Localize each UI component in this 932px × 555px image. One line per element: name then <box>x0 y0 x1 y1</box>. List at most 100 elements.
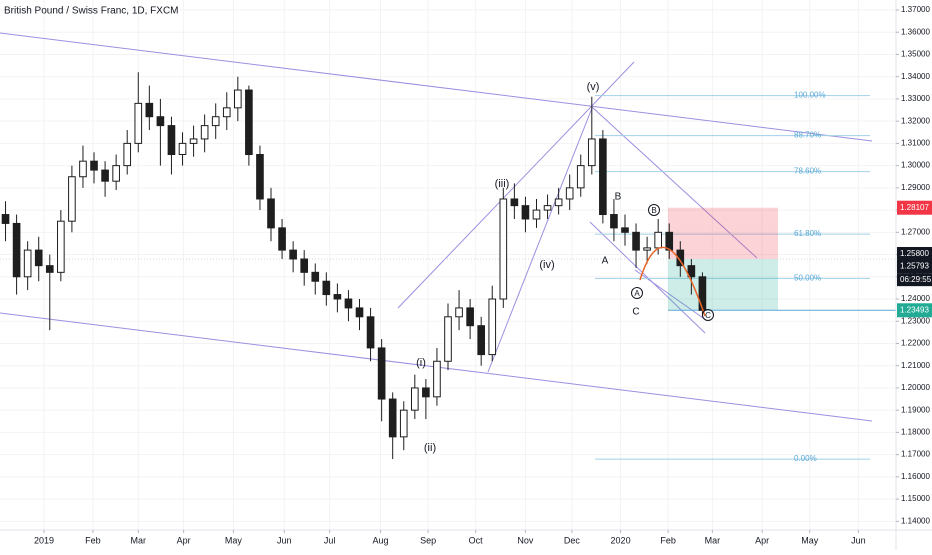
candle-body <box>344 298 353 309</box>
fibonacci: 100.00% 88.70% 78.60% 61.80% 50.00% 0.00% <box>595 91 870 463</box>
candle-body <box>388 398 397 438</box>
y-tick-label: 1.35000 <box>901 50 930 59</box>
candle-body <box>654 231 662 249</box>
candle-body <box>643 247 651 251</box>
price-label-bg <box>897 200 932 215</box>
candle-body <box>101 169 109 182</box>
wave-label: (i) <box>416 357 426 369</box>
candle-body <box>234 89 242 109</box>
y-tick-label: 1.27000 <box>901 227 930 236</box>
wave-label: A <box>602 256 609 267</box>
wave-channel-line <box>591 106 758 259</box>
candles <box>1 72 707 460</box>
y-tick-label: 1.21000 <box>901 361 930 370</box>
candle-body <box>178 142 187 156</box>
wave-channel-line <box>487 107 593 373</box>
y-tick-label: 1.37000 <box>901 5 930 14</box>
candle-body <box>687 265 696 278</box>
fib-label: 78.60% <box>794 167 821 176</box>
candle-body <box>12 222 21 278</box>
x-tick-label: Jul <box>324 535 336 545</box>
wave-label: (iii) <box>495 178 510 190</box>
price-label: 1.25793 <box>900 261 929 270</box>
axes: 1.37000 1.36000 1.35000 1.34000 1.33000 1.320… <box>34 5 932 545</box>
candle-body <box>676 249 685 267</box>
y-tick-label: 1.32000 <box>901 116 930 125</box>
candle-body <box>543 205 552 211</box>
candle-body <box>355 307 364 318</box>
candle-body <box>112 165 120 182</box>
target-zone <box>668 258 778 311</box>
x-tick-label: Nov <box>517 535 534 545</box>
candle-body <box>399 409 408 438</box>
candle-body <box>45 265 54 273</box>
x-tick-label: Mar <box>705 535 721 545</box>
x-tick-label: May <box>225 535 243 545</box>
x-tick-label: Jun <box>851 535 866 545</box>
candle-body <box>466 307 474 327</box>
wave-label: (v) <box>587 81 600 93</box>
channel-top <box>0 32 873 142</box>
position-tool <box>0 207 896 311</box>
wave-label: A <box>634 289 640 298</box>
circle <box>702 309 714 321</box>
candle-body <box>532 209 541 220</box>
candle-body <box>488 298 497 356</box>
price-label: 1.25800 <box>900 249 929 258</box>
candle-body <box>123 142 132 167</box>
fib-label: 0.00% <box>794 454 817 463</box>
y-tick-label: 1.15000 <box>901 494 930 503</box>
candle-body <box>23 249 32 278</box>
circle <box>631 287 643 299</box>
x-tick-label: Feb <box>85 535 101 545</box>
price-label-bg <box>897 303 932 318</box>
candle-body <box>156 116 165 127</box>
wave-label: (ii) <box>424 442 436 454</box>
x-tick-label: 2020 <box>611 535 631 545</box>
candle-body <box>134 102 143 144</box>
candle-body <box>621 227 629 233</box>
y-tick-label: 1.16000 <box>901 472 930 481</box>
y-tick-label: 1.20000 <box>901 383 930 392</box>
projection-arrow <box>639 246 706 317</box>
candle-body <box>278 227 286 251</box>
candle-body <box>433 360 441 398</box>
price-label: 1.23493 <box>900 305 929 314</box>
x-tick-label: 2019 <box>34 535 54 545</box>
candle-body <box>34 249 43 267</box>
wave-label: C <box>632 307 639 318</box>
candle-body <box>632 231 640 251</box>
candle-body <box>322 280 331 296</box>
candle-body <box>289 249 297 260</box>
x-tick-label: Apr <box>755 535 769 545</box>
candle-body <box>211 116 220 127</box>
candle-body <box>477 325 486 356</box>
wave-labels: (v) (iii) (iv) (i) (ii) B A C A B C <box>416 81 714 454</box>
y-tick-label: 1.14000 <box>901 516 930 525</box>
candle-body <box>245 89 253 156</box>
fib-label: 100.00% <box>794 91 826 100</box>
price-label-bg <box>897 259 932 274</box>
candle-body <box>422 387 430 398</box>
candle-body <box>444 316 452 362</box>
candle-body <box>521 205 530 220</box>
x-tick-label: May <box>801 535 819 545</box>
candle-body <box>587 138 596 167</box>
x-tick-label: Oct <box>469 535 484 545</box>
wave-channel-line <box>397 61 635 309</box>
chart-title: British Pound / Swiss Franc, 1D, FXCM <box>4 6 179 17</box>
y-tick-label: 1.19000 <box>901 405 930 414</box>
candle-body <box>377 347 386 400</box>
candle-body <box>222 107 231 118</box>
candle-body <box>366 316 375 349</box>
y-tick-label: 1.18000 <box>901 428 930 437</box>
price-label: 1.28107 <box>900 203 929 212</box>
price-label-bg <box>897 246 932 261</box>
stop-zone <box>668 207 778 259</box>
candle-body <box>256 154 264 200</box>
y-tick-label: 1.36000 <box>901 27 930 36</box>
countdown-bg <box>897 273 932 287</box>
x-tick-label: Feb <box>660 535 676 545</box>
